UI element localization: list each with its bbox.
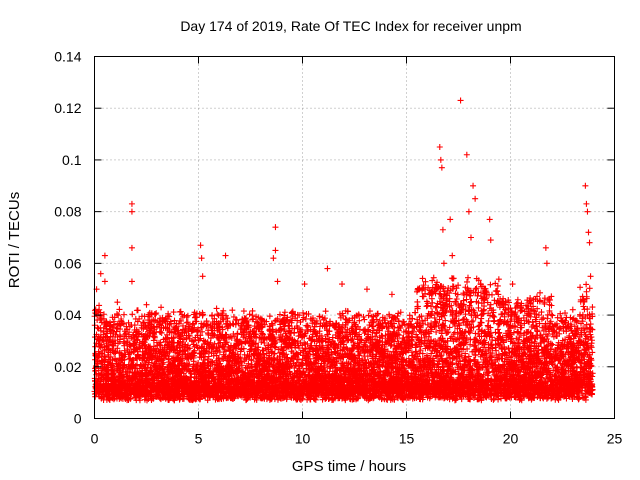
chart-title: Day 174 of 2019, Rate Of TEC Index for r… (180, 18, 521, 34)
data-point (366, 308, 373, 315)
data-point (460, 297, 467, 304)
data-point (432, 304, 439, 311)
data-point (184, 319, 191, 326)
data-point (473, 285, 480, 292)
data-point (319, 396, 326, 403)
data-point (444, 329, 451, 336)
data-point (475, 323, 482, 330)
data-point (464, 278, 471, 285)
data-point (229, 307, 236, 314)
data-point (281, 309, 288, 316)
data-point (317, 320, 324, 327)
data-point (442, 317, 449, 324)
data-point (422, 278, 429, 285)
data-point (472, 330, 479, 337)
data-point (491, 317, 498, 324)
data-point (470, 317, 477, 324)
data-point (490, 318, 497, 325)
data-point (487, 301, 494, 308)
data-point (450, 275, 457, 282)
data-point (213, 305, 220, 312)
data-point (580, 303, 587, 310)
data-point (110, 318, 117, 325)
data-point (207, 339, 214, 346)
data-point (417, 347, 424, 354)
data-points (91, 97, 596, 404)
